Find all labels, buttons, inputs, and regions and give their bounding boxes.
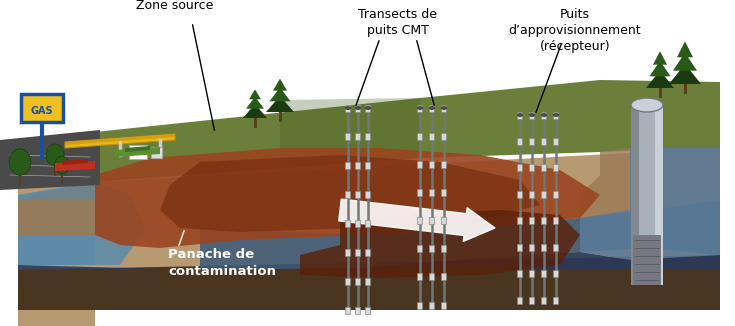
Polygon shape [266,96,294,112]
Bar [542,244,547,251]
Bar [542,111,547,118]
Polygon shape [18,148,720,310]
Polygon shape [631,105,663,285]
Text: GAS: GAS [31,106,54,116]
Bar [365,105,370,111]
Bar [429,133,434,140]
Polygon shape [270,87,290,101]
Bar [553,111,559,118]
Polygon shape [55,161,95,171]
Polygon shape [243,104,267,118]
Ellipse shape [46,144,64,166]
Polygon shape [580,148,720,218]
FancyBboxPatch shape [151,146,162,157]
Polygon shape [18,255,720,310]
Bar [429,189,434,196]
Polygon shape [273,79,287,91]
Polygon shape [669,64,701,84]
Bar [542,217,547,224]
Bar [529,191,534,198]
Ellipse shape [517,113,523,116]
Bar [345,278,351,285]
Polygon shape [673,53,697,71]
Polygon shape [18,252,720,270]
Polygon shape [655,105,663,285]
Ellipse shape [553,113,559,116]
Polygon shape [646,70,674,88]
Bar [356,306,360,314]
Bar [417,105,423,111]
Bar [553,297,559,304]
Bar [417,274,423,280]
Bar [529,297,534,304]
Bar [442,274,446,280]
Bar [345,249,351,256]
Bar [517,138,523,145]
Polygon shape [280,98,420,160]
Bar [517,270,523,277]
Text: Puits
d’approvisionnement
(récepteur): Puits d’approvisionnement (récepteur) [509,8,642,53]
Bar [442,302,446,308]
Bar [442,217,446,224]
Bar [429,245,434,252]
Bar [542,138,547,145]
Polygon shape [62,159,88,165]
Bar [517,297,523,304]
Bar [417,217,423,224]
Bar [365,162,370,169]
Polygon shape [0,130,100,190]
Polygon shape [580,148,720,260]
Polygon shape [125,146,150,152]
Bar [442,105,446,111]
Bar [365,306,370,314]
Polygon shape [653,51,667,65]
Bar [529,270,534,277]
Ellipse shape [631,98,663,112]
Polygon shape [18,182,95,235]
Bar [345,191,351,198]
Bar [356,278,360,285]
Polygon shape [18,182,95,200]
Bar [345,220,351,227]
Bar [417,245,423,252]
Bar [517,217,523,224]
Ellipse shape [345,107,351,110]
Bar [417,189,423,196]
Bar [529,244,534,251]
Ellipse shape [529,113,534,116]
Polygon shape [200,200,720,270]
Bar [553,191,559,198]
Bar [429,105,434,111]
Polygon shape [95,148,600,248]
Text: Zone source: Zone source [136,0,214,12]
Bar [345,133,351,141]
Bar [356,249,360,256]
Ellipse shape [365,107,370,110]
Bar [553,270,559,277]
Bar [553,217,559,224]
Bar [517,191,523,198]
Bar [429,217,434,224]
Bar [542,164,547,171]
Polygon shape [18,132,95,326]
Ellipse shape [442,107,446,110]
Text: Panache de
contamination: Panache de contamination [168,248,276,278]
Polygon shape [300,210,580,278]
Bar [517,111,523,118]
Bar [529,164,534,171]
Ellipse shape [429,107,434,110]
Bar [529,111,534,118]
Bar [365,133,370,141]
Ellipse shape [417,107,423,110]
FancyBboxPatch shape [21,94,63,122]
Polygon shape [246,97,264,109]
Bar [542,191,547,198]
Bar [365,278,370,285]
Polygon shape [160,155,540,232]
Bar [542,270,547,277]
Bar [442,161,446,168]
FancyBboxPatch shape [129,145,147,159]
Bar [529,217,534,224]
Ellipse shape [10,149,31,175]
